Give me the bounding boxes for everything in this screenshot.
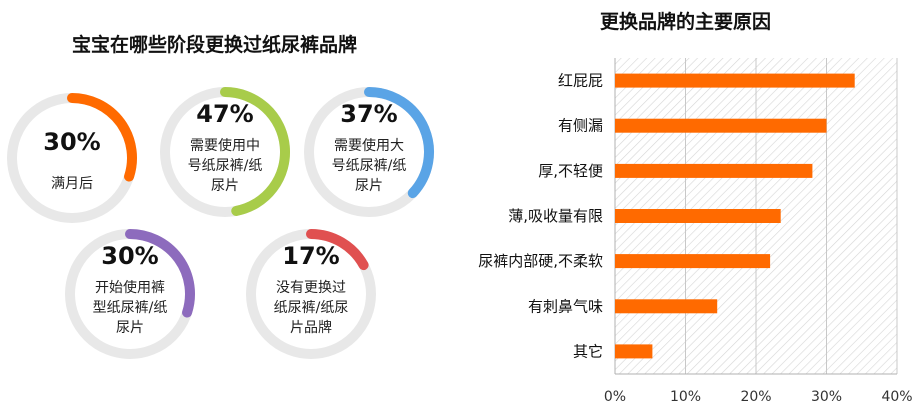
ring-progress-arc — [125, 229, 195, 318]
ring-description-line: 满月后 — [51, 176, 93, 192]
category-label: 薄,吸收量有限 — [508, 207, 603, 225]
ring-description-line: 号纸尿裤/纸 — [332, 158, 407, 174]
ring-description-line: 片品牌 — [290, 319, 332, 336]
bar — [615, 344, 653, 359]
ring-percent-label: 47% — [196, 100, 253, 128]
ring-description-line: 尿片 — [355, 178, 383, 194]
ring-progress-arc — [364, 87, 434, 199]
ring-description-line: 没有更换过 — [276, 279, 346, 296]
x-tick-label: 40% — [881, 389, 912, 405]
bar — [615, 118, 827, 133]
ring-description-line: 号纸尿裤/纸 — [188, 158, 263, 174]
ring-percent-label: 30% — [43, 128, 100, 156]
x-tick-label: 0% — [604, 389, 626, 405]
ring-progress-arc — [306, 229, 369, 271]
x-tick-label: 20% — [740, 389, 771, 405]
category-label: 其它 — [573, 342, 603, 360]
ring-description-line: 需要使用大 — [334, 137, 404, 154]
category-label: 有刺鼻气味 — [528, 297, 603, 315]
ring-description-line: 尿片 — [211, 178, 239, 194]
bar — [615, 209, 781, 223]
ring-description-line: 纸尿裤/纸尿 — [274, 300, 349, 316]
chart-title: 更换品牌的主要原因 — [600, 11, 772, 33]
ring-progress-arc — [220, 87, 291, 216]
bar — [615, 73, 855, 88]
ring-percent-label: 30% — [101, 242, 158, 270]
ring-charts: 30%满月后47%需要使用中号纸尿裤/纸尿片37%需要使用大号纸尿裤/纸尿片30… — [7, 87, 434, 359]
ring-description-line: 尿片 — [116, 320, 144, 336]
ring-1: 30% 满月后 — [7, 93, 137, 223]
category-label: 厚,不轻便 — [538, 162, 603, 180]
category-label: 尿裤内部硬,不柔软 — [478, 252, 603, 270]
x-tick-label: 30% — [811, 389, 842, 405]
ring-progress-arc — [67, 93, 137, 182]
bar — [615, 254, 771, 269]
category-label: 红屁屁 — [558, 72, 603, 90]
bar — [615, 163, 813, 178]
category-label: 有侧漏 — [558, 117, 603, 135]
left-title: 宝宝在哪些阶段更换过纸尿裤品牌 — [72, 34, 358, 56]
ring-description-line: 开始使用裤 — [95, 279, 165, 296]
ring-description-line: 需要使用中 — [190, 137, 260, 154]
ring-percent-label: 37% — [340, 100, 397, 128]
x-tick-label: 10% — [670, 389, 701, 405]
ring-percent-label: 17% — [282, 242, 339, 270]
bar — [615, 299, 718, 314]
ring-description-line: 型纸尿裤/纸 — [93, 300, 168, 316]
